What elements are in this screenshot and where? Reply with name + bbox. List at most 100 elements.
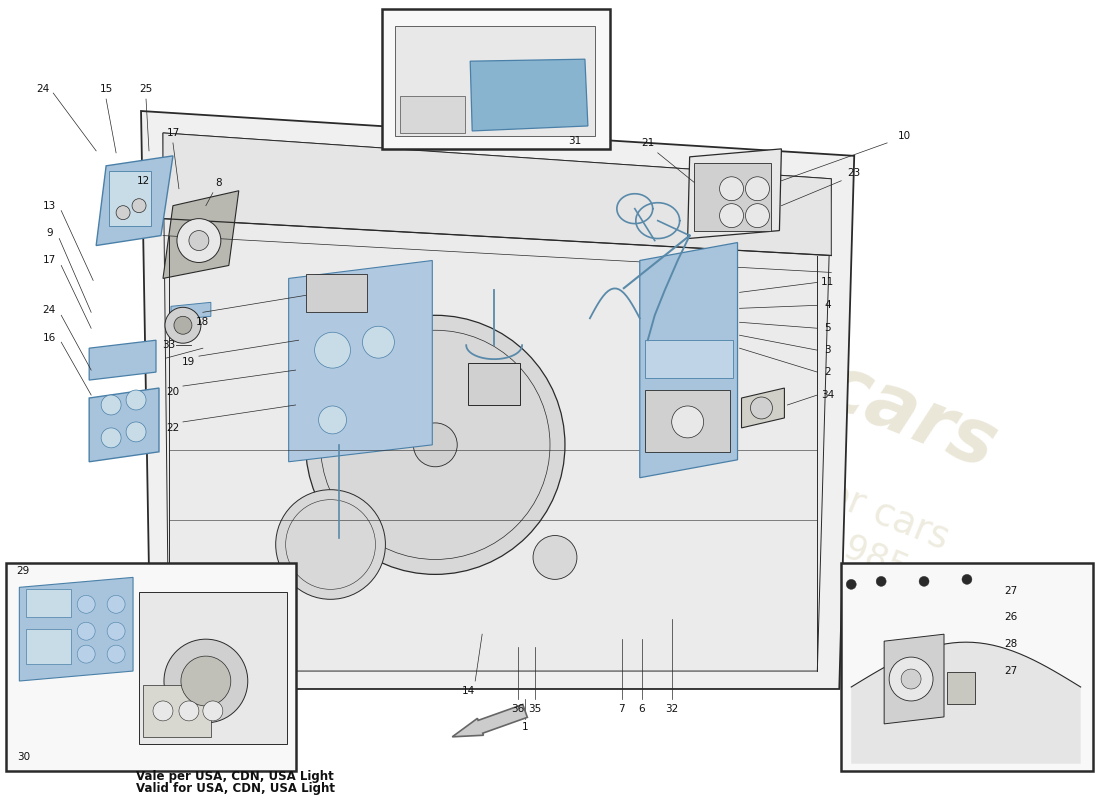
Circle shape [101,428,121,448]
Text: 4: 4 [824,300,830,310]
Text: 27: 27 [1004,586,1018,596]
Polygon shape [452,705,527,737]
Polygon shape [163,190,239,278]
Circle shape [189,230,209,250]
Circle shape [77,622,96,640]
Circle shape [107,645,125,663]
Bar [383,10,609,149]
Text: 5: 5 [824,323,830,334]
Text: 24: 24 [36,84,50,94]
Text: 1: 1 [521,722,528,732]
Bar [645,390,729,452]
Polygon shape [688,149,781,238]
Bar [26,590,72,618]
Polygon shape [400,96,465,133]
Circle shape [180,656,231,706]
Text: 18: 18 [196,318,209,327]
Text: 27: 27 [1004,666,1018,676]
Circle shape [846,579,856,590]
Text: 17: 17 [43,255,56,266]
Polygon shape [395,26,595,136]
Text: 36: 36 [512,704,525,714]
Text: 12: 12 [136,176,150,186]
Text: 9: 9 [46,227,53,238]
Polygon shape [163,133,832,255]
Polygon shape [141,111,855,689]
Text: 35: 35 [528,704,541,714]
Circle shape [672,406,704,438]
Text: 22: 22 [166,423,179,433]
Text: 28: 28 [1004,639,1018,649]
Polygon shape [89,340,156,380]
Text: 7: 7 [618,704,625,714]
Circle shape [901,669,921,689]
Circle shape [77,595,96,614]
Circle shape [77,645,96,663]
Circle shape [719,204,744,228]
Polygon shape [884,634,944,724]
Circle shape [746,177,769,201]
Text: passion for cars: passion for cars [664,412,954,557]
Bar [7,563,296,770]
Text: 15: 15 [99,84,112,94]
Circle shape [319,406,346,434]
Circle shape [107,622,125,640]
Text: 31: 31 [569,136,582,146]
Circle shape [877,576,887,586]
Polygon shape [288,261,432,462]
Circle shape [920,576,929,586]
Text: 30: 30 [16,752,30,762]
Bar [947,672,975,704]
Circle shape [534,535,576,579]
Circle shape [101,395,121,415]
Circle shape [177,218,221,262]
Circle shape [962,574,972,584]
Polygon shape [20,578,133,681]
Text: 19: 19 [183,357,196,367]
Circle shape [746,204,769,228]
Text: Valid for USA, CDN, USA Light: Valid for USA, CDN, USA Light [136,782,336,795]
Text: eurocars: eurocars [631,275,1008,485]
Text: 26: 26 [1004,612,1018,622]
Circle shape [363,326,395,358]
Bar [26,630,72,664]
Text: 10: 10 [898,131,911,141]
Text: 8: 8 [216,178,222,188]
Text: 16: 16 [43,334,56,343]
Bar [469,363,520,405]
Circle shape [719,177,744,201]
Text: 33: 33 [163,340,176,350]
Text: since 1985: since 1985 [725,483,914,586]
Bar [694,163,771,230]
Circle shape [126,422,146,442]
Circle shape [750,397,772,419]
Circle shape [179,701,199,721]
Polygon shape [170,302,211,320]
Circle shape [276,490,385,599]
Text: 13: 13 [43,201,56,210]
Polygon shape [470,59,587,131]
Bar [306,274,367,312]
Text: 6: 6 [638,704,645,714]
Polygon shape [179,672,253,690]
Bar [645,340,733,378]
Polygon shape [640,242,737,478]
Text: 25: 25 [140,84,153,94]
Text: 24: 24 [43,306,56,315]
Circle shape [164,639,248,723]
Polygon shape [971,752,1052,771]
Polygon shape [741,388,784,428]
Text: 23: 23 [848,168,861,178]
Bar [139,592,287,744]
Circle shape [414,423,458,466]
Circle shape [132,198,146,213]
Polygon shape [169,747,243,767]
Circle shape [117,206,130,220]
Text: 3: 3 [824,345,830,355]
Circle shape [202,701,223,721]
Text: 11: 11 [821,278,834,287]
Circle shape [315,332,351,368]
Polygon shape [89,388,160,462]
Bar [143,685,211,737]
Bar [842,563,1092,770]
